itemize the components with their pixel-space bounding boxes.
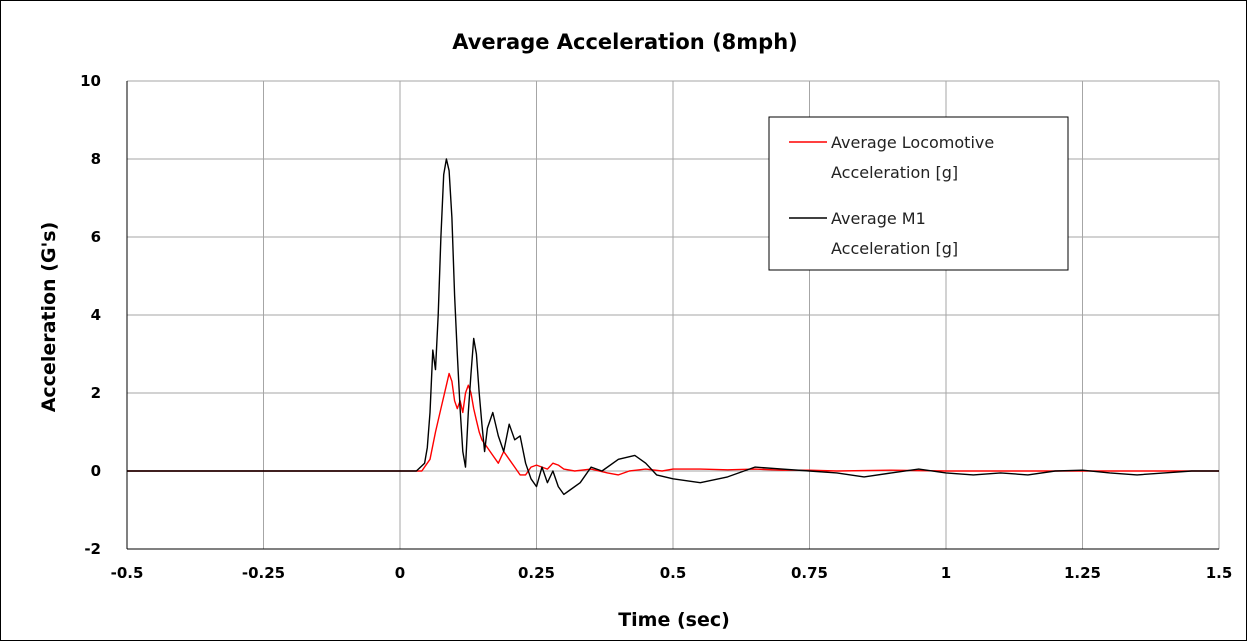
x-tick-label: 0.5: [660, 564, 687, 582]
x-tick-label: 0.25: [518, 564, 555, 582]
y-axis-label: Acceleration (G's): [38, 222, 60, 413]
series-layer: [127, 158, 1219, 496]
y-tick-label: 10: [80, 72, 101, 90]
x-tick-label: 1.5: [1206, 564, 1233, 582]
y-tick-label: 0: [91, 462, 101, 480]
y-tick-label: 6: [91, 228, 101, 246]
tick-labels: -2 0 2 4 6 8 10 -0.5 -0.25 0 0.25 0.5 0.75 1 1.25 1.5: [80, 72, 1232, 582]
chart-title: Average Acceleration (8mph): [452, 30, 798, 54]
x-tick-label: -0.5: [111, 564, 144, 582]
y-tick-label: -2: [84, 540, 101, 558]
legend: Average Locomotive Acceleration [g] Aver…: [768, 116, 1069, 271]
series-line-m1: [127, 158, 1219, 496]
x-tick-label: 0: [395, 564, 405, 582]
legend-label-m1-line1: Average M1: [831, 209, 926, 228]
legend-label-m1-line2: Acceleration [g]: [831, 239, 958, 258]
legend-label-locomotive-line1: Average Locomotive: [831, 133, 994, 152]
axes: [126, 81, 1219, 550]
x-axis-label: Time (sec): [618, 609, 730, 631]
x-tick-label: -0.25: [242, 564, 285, 582]
y-tick-label: 8: [91, 150, 101, 168]
x-tick-label: 1: [941, 564, 951, 582]
legend-label-locomotive-line2: Acceleration [g]: [831, 163, 958, 182]
x-tick-label: 1.25: [1064, 564, 1101, 582]
y-tick-label: 4: [91, 306, 101, 324]
y-tick-label: 2: [91, 384, 101, 402]
x-tick-label: 0.75: [791, 564, 828, 582]
